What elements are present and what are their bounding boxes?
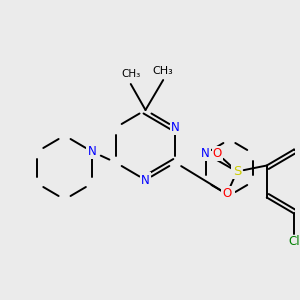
Text: N: N (87, 145, 96, 158)
Text: CH₃: CH₃ (153, 66, 174, 76)
Text: N: N (171, 121, 180, 134)
Text: S: S (233, 165, 241, 178)
Text: N: N (225, 189, 234, 202)
Text: N: N (201, 147, 210, 160)
Text: N: N (141, 173, 150, 187)
Text: CH₃: CH₃ (121, 69, 140, 79)
Text: O: O (223, 187, 232, 200)
Text: O: O (213, 147, 222, 160)
Text: Cl: Cl (288, 235, 300, 248)
